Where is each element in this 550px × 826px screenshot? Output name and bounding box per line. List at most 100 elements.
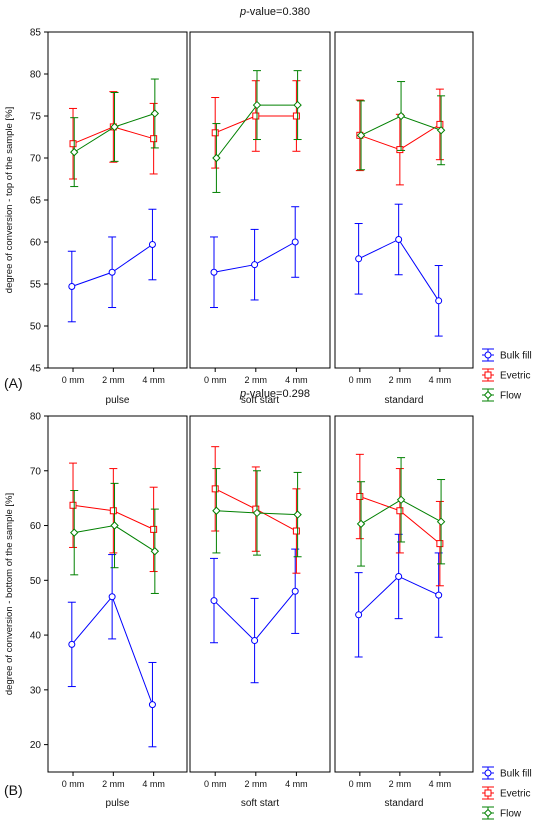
y-tick-label: 80 [30,412,42,423]
data-point [293,510,302,519]
y-tick-label: 55 [30,280,42,291]
y-tick-label: 60 [30,521,42,532]
data-point [108,268,116,276]
x-tick-label: 0 mm [62,375,85,385]
data-point [69,501,77,509]
x-tick-label: 4 mm [142,375,165,385]
x-tick-label: 2 mm [245,375,268,385]
x-tick-label: 2 mm [102,375,125,385]
data-point [108,593,116,601]
legend-marker [483,808,493,818]
data-point [356,131,366,140]
data-point [70,528,79,537]
legend-label: Flow [500,809,522,820]
data-point [150,135,158,143]
x-tick-label: 0 mm [204,375,227,385]
y-axis-label: degree of conversion - top of the sample… [4,107,15,293]
subplot-frame [334,415,474,773]
y-tick-label: 80 [30,70,42,81]
y-tick-label: 30 [30,685,42,696]
group-label: soft start [241,798,280,809]
data-point [292,112,300,120]
group-label: standard [385,395,424,406]
legend-marker [483,390,493,400]
data-point [395,235,403,243]
x-tick-label: 4 mm [142,779,165,789]
y-tick-label: 85 [30,28,42,39]
y-axis-label: degree of conversion - bottom of the sam… [4,493,15,695]
x-tick-label: 2 mm [389,375,412,385]
data-point [435,591,443,599]
data-point [436,120,444,128]
data-point [212,506,221,515]
data-point [356,493,364,501]
data-point [291,587,299,595]
data-point [436,517,446,526]
group-label: pulse [106,395,130,406]
data-point [251,261,259,269]
panel-label: (B) [4,782,23,798]
group-label: standard [385,798,424,809]
data-point [355,255,363,263]
chart-title-value-part: -value=0.298 [246,388,310,400]
y-tick-label: 45 [30,364,42,375]
data-point [436,126,446,135]
legend-label: Flow [500,391,522,402]
x-tick-label: 4 mm [285,779,308,789]
x-tick-label: 0 mm [62,779,85,789]
data-point [148,241,156,249]
y-tick-label: 50 [30,322,42,333]
data-point [110,122,119,132]
x-tick-label: 0 mm [349,779,372,789]
x-tick-label: 4 mm [429,375,452,385]
data-point [356,519,366,529]
legend-marker [484,351,492,359]
data-point [70,147,79,157]
data-point [150,109,160,118]
data-point [109,507,117,515]
x-tick-label: 0 mm [349,375,372,385]
y-tick-label: 50 [30,576,42,587]
data-point [211,129,219,137]
subplot-frame [334,31,474,369]
data-point [68,283,76,291]
data-point [210,268,218,276]
chart-bottom: p-value=0.298 degree of conversion - bott… [4,388,532,820]
x-tick-label: 2 mm [102,779,125,789]
panel-label: (A) [4,375,23,391]
legend: Bulk fill Evetric Flow [482,348,532,402]
x-tick-label: 2 mm [389,779,412,789]
chart-title: p-value=0.298 [239,388,310,400]
data-point [212,153,221,163]
chart-title: p-value=0.380 [239,6,310,18]
group-label: soft start [241,395,280,406]
legend-marker [484,769,492,777]
y-tick-label: 75 [30,112,42,123]
data-point [252,100,262,110]
data-point [150,525,158,533]
data-point [251,637,259,645]
subplot-frame [47,415,188,773]
data-point [252,112,260,120]
data-point [210,597,218,605]
x-tick-label: 2 mm [245,779,268,789]
y-tick-label: 65 [30,196,42,207]
data-point [435,297,443,305]
data-point [211,485,219,493]
x-tick-label: 0 mm [204,779,227,789]
data-point [148,701,156,709]
legend: Bulk fill Evetric Flow [482,766,532,820]
chart-title-italic-part: p [239,388,246,400]
legend-marker [484,789,492,797]
x-tick-label: 4 mm [285,375,308,385]
subplot-frame [189,31,331,369]
y-tick-label: 70 [30,466,42,477]
data-point [396,146,404,154]
data-point [252,508,262,518]
chart-title-italic-part: p [239,6,246,18]
data-point [355,611,363,619]
legend-marker [484,371,492,379]
data-point [293,100,302,110]
data-point [68,640,76,648]
